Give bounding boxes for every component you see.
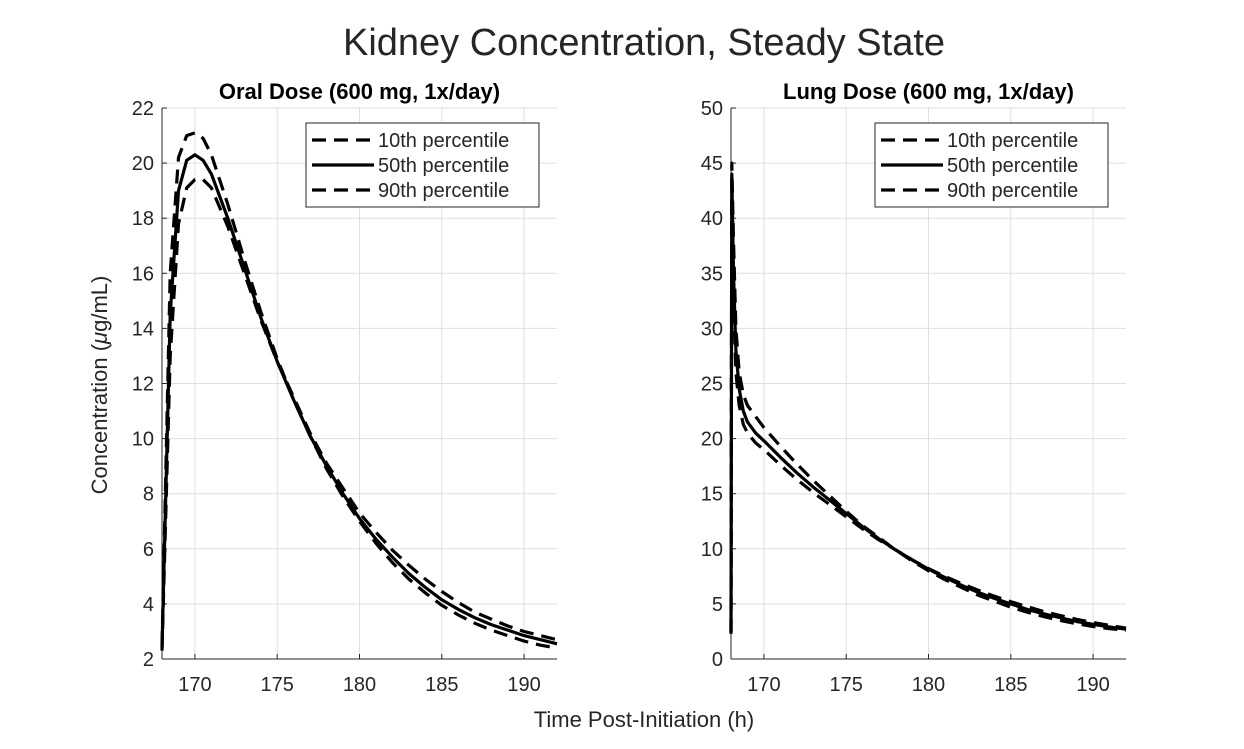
lung-dose-title: Lung Dose (600 mg, 1x/day) (783, 79, 1074, 104)
x-tick-label: 170 (178, 674, 211, 696)
x-tick-label: 185 (425, 674, 458, 696)
x-tick-label: 175 (830, 674, 863, 696)
y-axis-label: Concentration (μg/mL) (87, 276, 112, 495)
figure-title: Kidney Concentration, Steady State (343, 22, 945, 64)
legend-box (874, 122, 1109, 208)
oral-dose-axes: 170 175 180 185 190 2 4 6 8 10 12 14 16 18 20 22 Oral D… (132, 79, 558, 696)
y-tick-label: 35 (701, 263, 723, 285)
oral-series-p10-line (160, 131, 558, 650)
y-tick-label: 2 (143, 649, 154, 671)
y-tick-label: 4 (143, 594, 154, 616)
y-tick-label: 6 (143, 539, 154, 561)
legend-entry-label: 50th percentile (378, 155, 509, 177)
legend-entry-label: 10th percentile (947, 130, 1078, 152)
legend-entry-label: 90th percentile (378, 180, 509, 202)
x-tick-label: 190 (1076, 674, 1109, 696)
y-tick-label: 0 (712, 649, 723, 671)
x-tick-label: 175 (261, 674, 294, 696)
lung-legend: 10th percentile 50th percentile 90th perce… (874, 122, 1109, 208)
y-tick-label: 30 (701, 318, 723, 340)
y-tick-label: 15 (701, 484, 723, 506)
y-tick-label: 20 (132, 153, 154, 175)
lung-series-p10-line (729, 161, 1127, 632)
y-tick-label: 8 (143, 484, 154, 506)
x-axis-label: Time Post-Initiation (h) (534, 707, 754, 732)
x-tick-label: 190 (507, 674, 540, 696)
lung-series-p90-line (729, 183, 1127, 634)
legend-entry-label: 90th percentile (947, 180, 1078, 202)
y-tick-label: 45 (701, 153, 723, 175)
oral-series-p50-line (160, 153, 558, 649)
y-tick-label: 18 (132, 208, 154, 230)
y-tick-label: 12 (132, 374, 154, 396)
x-tick-label: 180 (343, 674, 376, 696)
lung-dose-axes: 170 175 180 185 190 0 5 10 15 20 25 30 35 40 45 50 Lung… (701, 79, 1127, 696)
legend-entry-label: 10th percentile (378, 130, 509, 152)
oral-series-p90-line (160, 178, 558, 651)
oral-dose-title: Oral Dose (600 mg, 1x/day) (219, 79, 500, 104)
y-tick-label: 10 (132, 429, 154, 451)
y-axis-label-prefix: Concentration ( (87, 343, 112, 494)
y-tick-label: 16 (132, 263, 154, 285)
y-tick-label: 20 (701, 429, 723, 451)
y-axis-label-mu: μ (87, 332, 112, 345)
y-tick-label: 5 (712, 594, 723, 616)
y-tick-label: 40 (701, 208, 723, 230)
y-tick-label: 25 (701, 374, 723, 396)
oral-legend: 10th percentile 50th percentile 90th perce… (305, 122, 540, 208)
x-tick-label: 170 (747, 674, 780, 696)
y-axis-label-suffix: g/mL) (87, 276, 112, 332)
y-tick-label: 10 (701, 539, 723, 561)
x-tick-label: 180 (912, 674, 945, 696)
x-tick-label: 185 (994, 674, 1027, 696)
legend-entry-label: 50th percentile (947, 155, 1078, 177)
y-tick-label: 14 (132, 318, 154, 340)
y-tick-label: 22 (132, 98, 154, 120)
y-tick-label: 50 (701, 98, 723, 120)
